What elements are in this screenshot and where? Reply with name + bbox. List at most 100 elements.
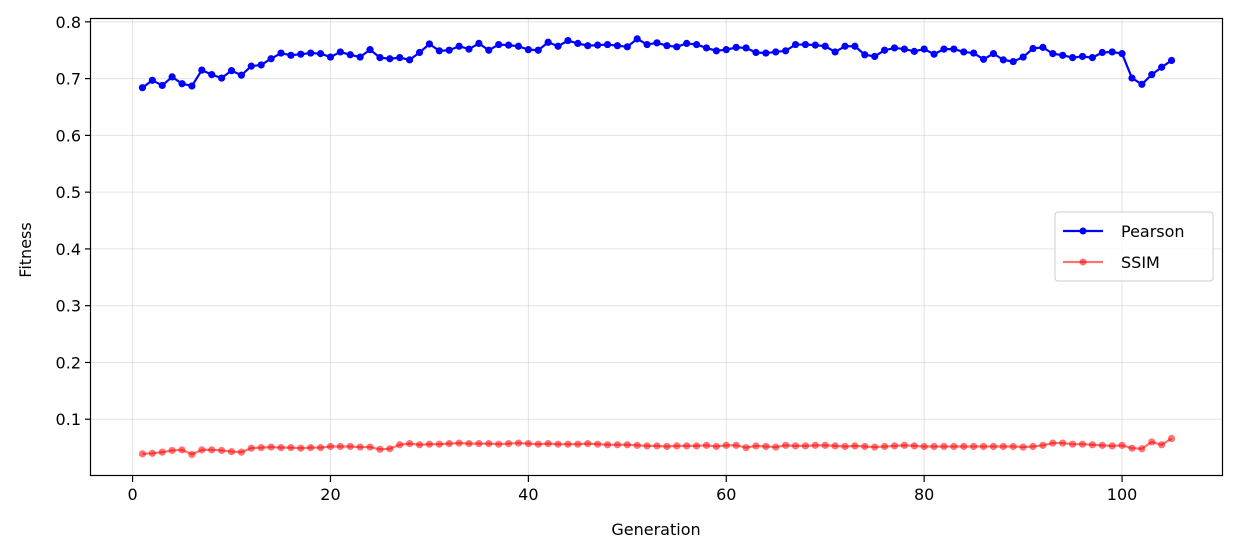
pearson-point (158, 81, 166, 90)
ssim-point (406, 440, 414, 448)
pearson-point (702, 44, 711, 52)
pearson-point (979, 55, 988, 63)
ssim-point (524, 440, 532, 448)
ssim-point (1019, 443, 1027, 451)
pearson-point (406, 56, 414, 64)
ssim-point (148, 449, 156, 457)
ssim-point (584, 440, 592, 448)
pearson-point (989, 50, 998, 58)
ssim-point (791, 442, 800, 450)
ssim-point (237, 448, 246, 456)
pearson-point (871, 52, 879, 61)
pearson-point (900, 45, 908, 53)
ssim-point (673, 442, 681, 450)
pearson-point (851, 42, 859, 50)
ssim-point (970, 442, 978, 451)
pearson-point (791, 40, 800, 49)
ssim-point (999, 442, 1007, 451)
pearson-point (1009, 57, 1017, 66)
pearson-point (772, 48, 780, 56)
pearson-point (544, 38, 552, 46)
pearson-point (316, 50, 325, 58)
ssim-point (386, 445, 394, 453)
pearson-point (1088, 54, 1096, 62)
ssim-point (732, 441, 740, 449)
ssim-point (821, 441, 829, 449)
ssim-point (950, 442, 958, 451)
pearson-point (920, 45, 928, 53)
pearson-point (287, 51, 295, 59)
pearson-point (653, 39, 661, 47)
ssim-point (1078, 440, 1087, 448)
pearson-point (643, 40, 651, 49)
ssim-point (643, 442, 651, 450)
pearson-point (237, 71, 246, 79)
pearson-point (386, 55, 394, 63)
ssim-point (702, 441, 711, 449)
pearson-point (514, 42, 523, 50)
pearson-point (475, 39, 483, 48)
ssim-point (1049, 439, 1057, 447)
pearson-point (831, 48, 839, 56)
x-tick-label: 40 (518, 485, 538, 504)
pearson-point (712, 47, 720, 55)
ssim-point (396, 441, 404, 449)
pearson-point (623, 43, 631, 51)
pearson-point (1049, 50, 1057, 58)
ssim-point (1059, 439, 1067, 447)
pearson-point (435, 47, 443, 55)
ssim-point (752, 442, 760, 450)
ssim-point (722, 441, 730, 449)
ssim-point (208, 446, 216, 454)
ssim-point (455, 439, 463, 447)
pearson-point (574, 39, 582, 48)
ssim-point (782, 441, 790, 449)
pearson-point (1078, 52, 1087, 61)
x-tick-label: 100 (1107, 485, 1138, 504)
ssim-point (316, 444, 325, 452)
ssim-point (772, 443, 780, 451)
pearson-point (1108, 48, 1116, 56)
series-layer (138, 35, 1176, 459)
ssim-point (336, 442, 344, 451)
ssim-point (1068, 440, 1077, 448)
pearson-point (346, 51, 354, 59)
pearson-point (841, 42, 849, 50)
ssim-point (158, 448, 166, 456)
ssim-point (871, 443, 879, 451)
pearson-point (1068, 54, 1077, 62)
ssim-point (603, 441, 612, 449)
ssim-point (514, 439, 523, 447)
ssim-point (326, 442, 335, 451)
pearson-point (673, 43, 681, 51)
ssim-point (534, 440, 542, 448)
pearson-point (326, 53, 335, 61)
y-tick-label: 0.4 (56, 240, 81, 259)
ssim-point (940, 442, 948, 451)
pearson-point (148, 76, 156, 84)
pearson-point (940, 45, 948, 53)
pearson-point (336, 48, 344, 56)
ssim-point (890, 442, 899, 450)
ssim-point (1167, 434, 1176, 443)
ssim-point (979, 442, 988, 451)
pearson-point (1029, 44, 1037, 53)
pearson-point (594, 41, 602, 49)
ssim-point (346, 442, 354, 451)
pearson-point (742, 44, 750, 52)
ssim-point (188, 450, 196, 459)
ssim-point (1009, 442, 1017, 451)
x-tick-label: 0 (127, 485, 137, 504)
ssim-point (554, 440, 562, 448)
y-tick-label: 0.6 (56, 126, 81, 145)
pearson-point (890, 44, 899, 52)
pearson-point (564, 36, 572, 45)
legend-ssim-marker (1079, 258, 1087, 266)
pearson-point (1138, 80, 1146, 88)
legend-pearson-marker (1079, 227, 1087, 235)
ssim-point (544, 440, 552, 448)
pearson-point (970, 49, 978, 57)
ssim-point (1108, 442, 1116, 450)
grid-lines (91, 19, 1223, 476)
